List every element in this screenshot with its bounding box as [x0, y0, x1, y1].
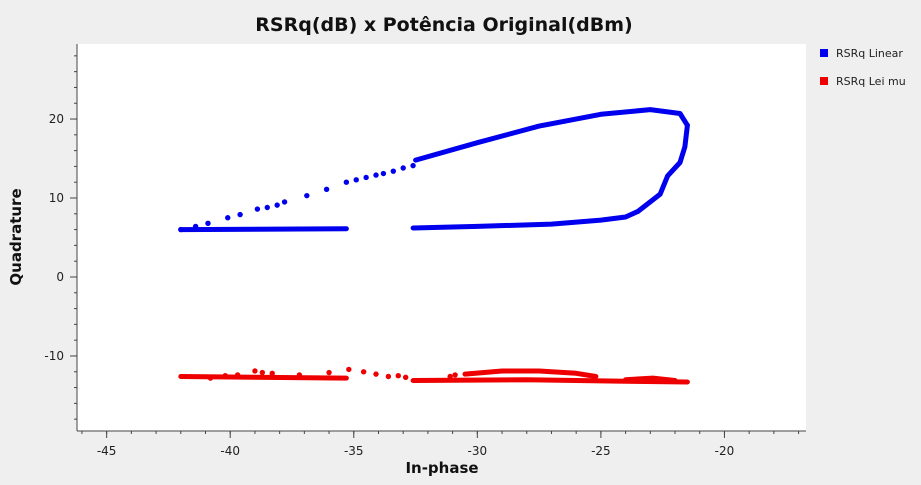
legend-label-rsrq-linear: RSRq Linear	[836, 46, 903, 60]
x-tick-label: -40	[220, 444, 240, 458]
y-tick-label: 10	[49, 191, 64, 205]
data-point-rsrq-linear	[380, 170, 387, 177]
data-point-rsrq-linear	[192, 223, 199, 230]
data-point-rsrq-lei-mu	[269, 370, 275, 377]
series-rsrq-linear	[178, 107, 690, 233]
series-trace-rsrq-lei-mu	[410, 377, 690, 385]
legend: RSRq Linear RSRq Lei mu	[820, 46, 906, 102]
legend-item-rsrq-lei-mu: RSRq Lei mu	[820, 74, 906, 88]
data-point-rsrq-lei-mu	[234, 372, 241, 378]
data-point-rsrq-lei-mu	[296, 372, 303, 378]
data-point-rsrq-linear	[410, 162, 416, 169]
legend-item-rsrq-linear: RSRq Linear	[820, 46, 906, 60]
data-point-rsrq-linear	[237, 211, 243, 218]
x-tick-label: -35	[344, 444, 364, 458]
data-point-rsrq-linear	[304, 192, 310, 199]
legend-swatch-rsrq-linear	[820, 49, 828, 57]
data-point-rsrq-linear	[178, 226, 184, 233]
data-point-rsrq-linear	[264, 204, 270, 211]
data-point-rsrq-linear	[353, 177, 359, 183]
data-point-rsrq-lei-mu	[447, 373, 453, 380]
plot-background	[77, 44, 806, 431]
series-trace-rsrq-linear	[178, 226, 349, 233]
data-point-rsrq-linear	[390, 168, 397, 174]
data-point-rsrq-linear	[400, 165, 406, 171]
series-layer	[178, 107, 690, 385]
data-point-rsrq-linear	[343, 179, 350, 185]
y-axis-title: Quadrature	[7, 188, 25, 285]
data-point-rsrq-lei-mu	[326, 369, 332, 376]
x-tick-label: -30	[468, 444, 488, 458]
y-tick-label: 20	[49, 112, 64, 126]
data-point-rsrq-lei-mu	[346, 366, 352, 373]
series-trace-rsrq-lei-mu	[462, 368, 599, 379]
series-rsrq-lei-mu	[178, 366, 690, 385]
legend-swatch-rsrq-lei-mu	[820, 77, 828, 85]
data-point-rsrq-lei-mu	[259, 369, 266, 376]
data-point-rsrq-lei-mu	[402, 374, 409, 380]
data-point-rsrq-linear	[205, 220, 211, 226]
y-tick-label: 0	[56, 270, 64, 284]
series-trace-rsrq-linear	[635, 122, 690, 214]
series-trace-rsrq-lei-mu	[623, 375, 678, 383]
series-trace-rsrq-linear	[413, 107, 690, 163]
data-point-rsrq-linear	[274, 202, 280, 208]
data-point-rsrq-linear	[225, 215, 231, 221]
data-point-rsrq-linear	[323, 186, 330, 193]
data-point-rsrq-lei-mu	[222, 373, 228, 379]
data-point-rsrq-lei-mu	[385, 373, 392, 380]
x-tick-label: -20	[715, 444, 735, 458]
x-tick-label: -45	[97, 444, 117, 458]
data-point-rsrq-lei-mu	[452, 372, 458, 378]
data-point-rsrq-linear	[363, 174, 369, 181]
data-point-rsrq-lei-mu	[207, 375, 214, 381]
chart-title: RSRq(dB) x Potência Original(dBm)	[255, 14, 633, 36]
data-point-rsrq-lei-mu	[395, 373, 401, 379]
series-trace-rsrq-lei-mu	[178, 374, 349, 381]
data-point-rsrq-linear	[281, 199, 288, 205]
series-trace-rsrq-linear	[410, 208, 641, 231]
data-point-rsrq-lei-mu	[373, 371, 379, 377]
data-point-rsrq-lei-mu	[360, 369, 367, 375]
data-point-rsrq-lei-mu	[252, 368, 258, 374]
x-axis-title: In-phase	[405, 459, 478, 477]
x-axis: -45 -40 -35 -30 -25 -20	[77, 430, 806, 458]
y-tick-label: -10	[44, 349, 64, 363]
data-point-rsrq-linear	[254, 206, 261, 212]
data-point-rsrq-linear	[373, 172, 379, 178]
y-axis: 20 10 0 -10	[44, 44, 78, 431]
x-tick-label: -25	[591, 444, 611, 458]
legend-label-rsrq-lei-mu: RSRq Lei mu	[836, 74, 906, 88]
